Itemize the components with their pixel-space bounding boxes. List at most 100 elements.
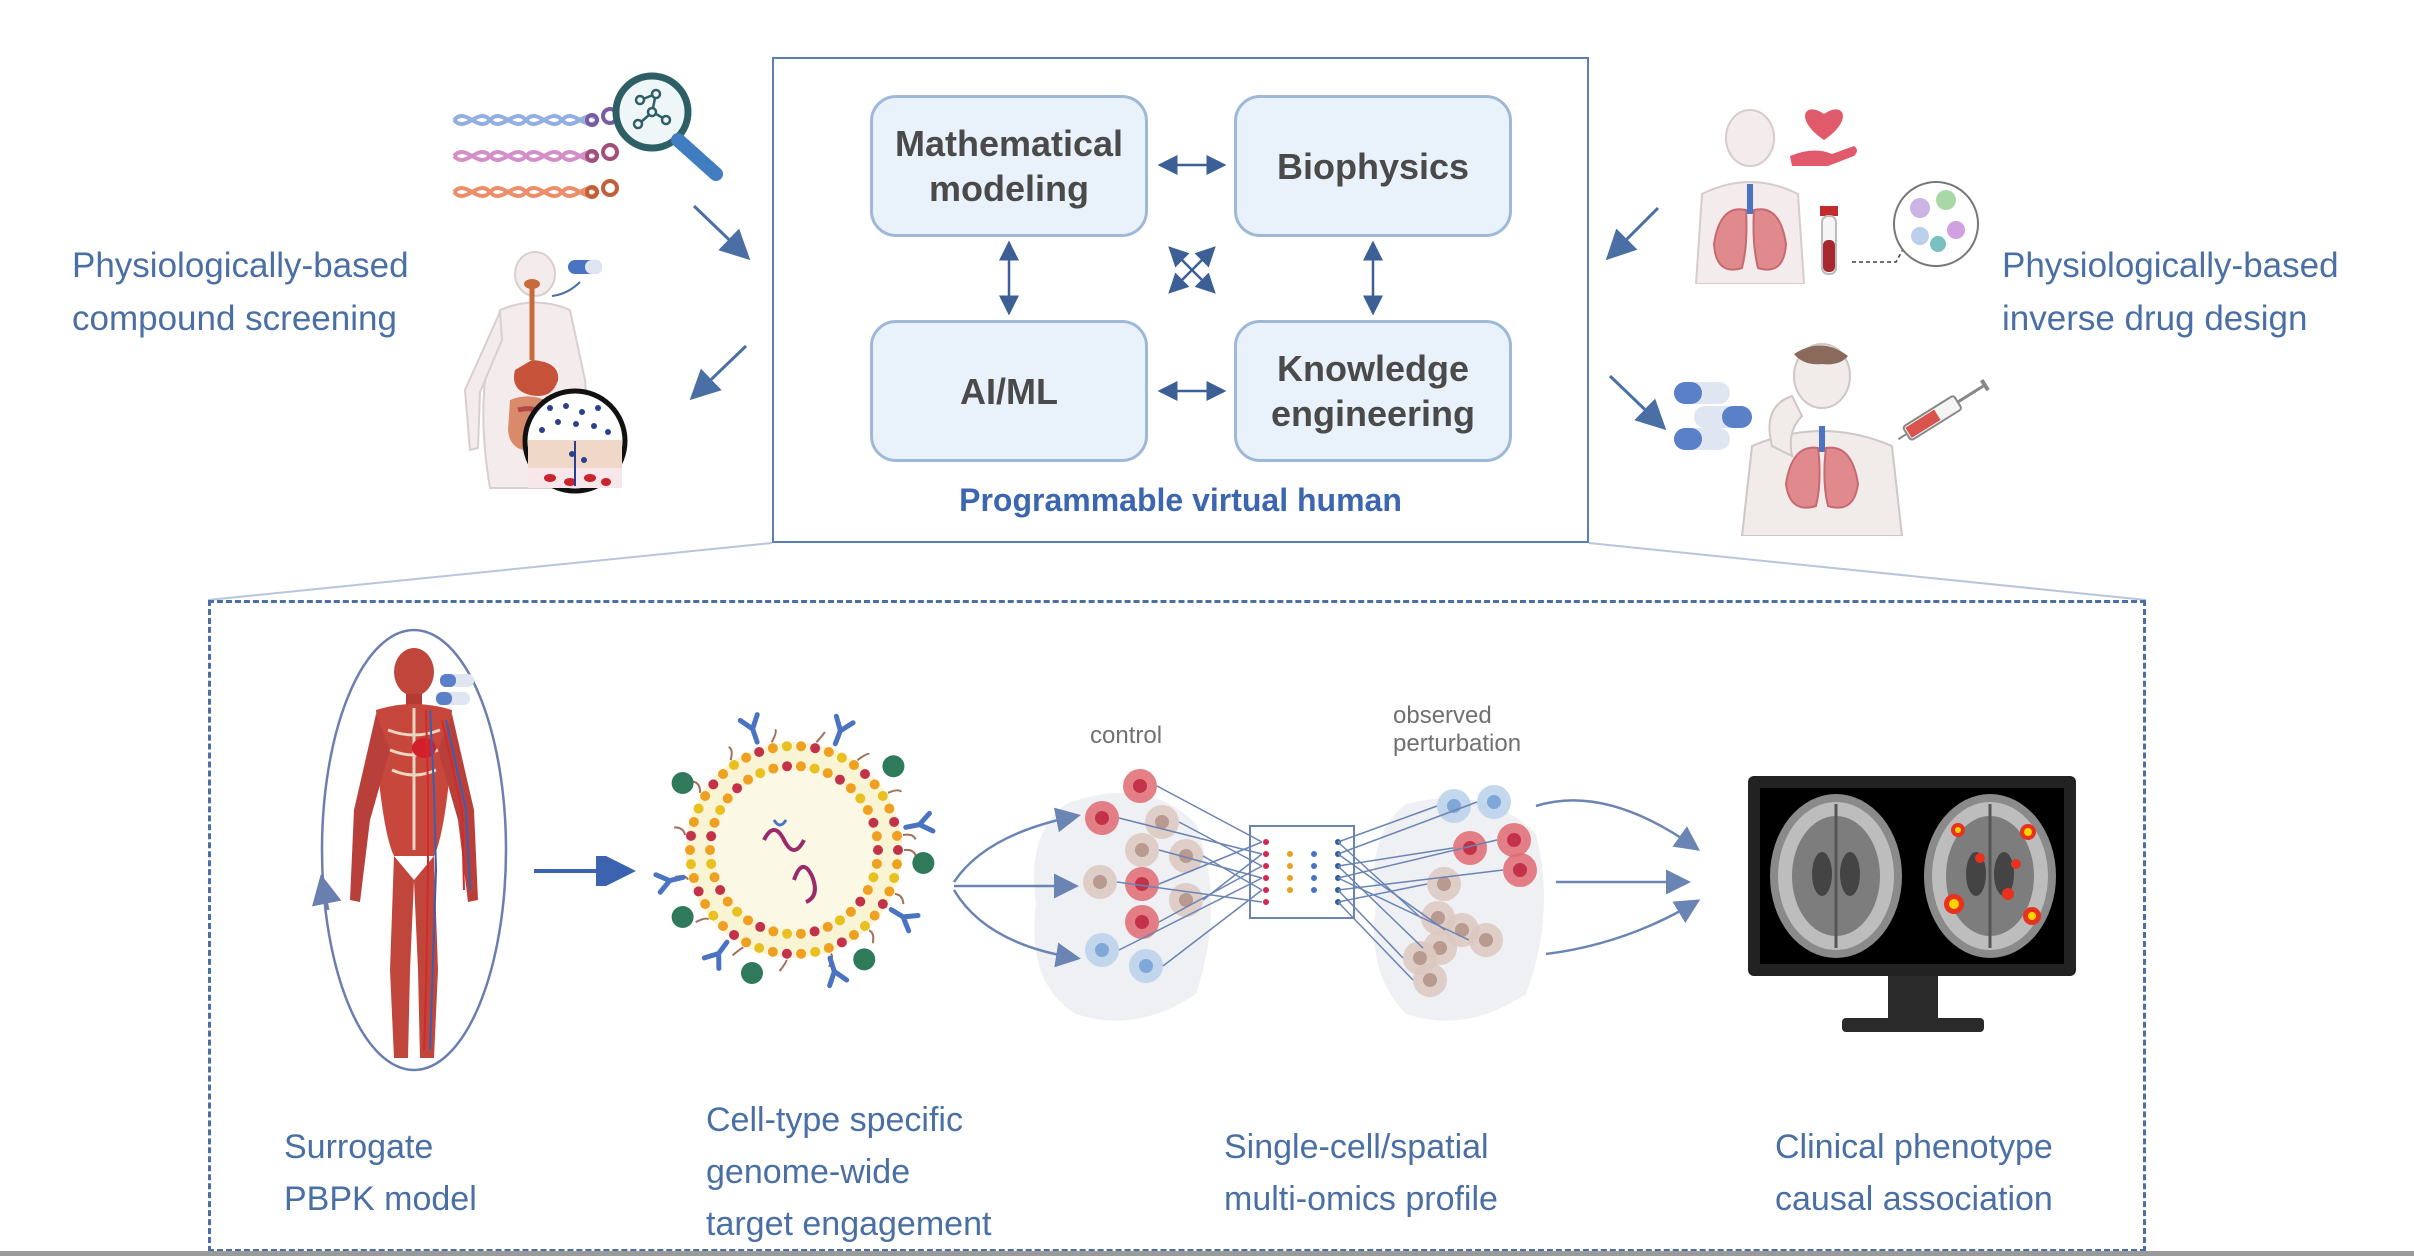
control-cell	[1145, 805, 1179, 839]
lipid-bead	[743, 915, 754, 926]
lipid-bead	[755, 921, 766, 932]
lipid-bead	[810, 946, 821, 957]
lipid-bead	[845, 906, 856, 917]
control-cell	[1085, 933, 1119, 967]
lipid-bead	[688, 816, 699, 827]
lipid-bead	[743, 774, 754, 785]
control-cell	[1169, 839, 1203, 873]
zoom-guide-lines	[207, 542, 2147, 601]
lipid-bead	[862, 805, 873, 816]
lipid-bead	[722, 793, 733, 804]
lipid-bead	[809, 926, 820, 937]
lungs-body-icon	[1694, 109, 1806, 284]
spike-protein	[853, 948, 876, 971]
blood-tube-icon	[1820, 206, 1838, 275]
lipid-bead	[685, 859, 696, 870]
peg-chain	[731, 946, 744, 957]
right-from-frame-arrows	[1605, 206, 1667, 430]
feature-dot	[1287, 851, 1293, 857]
nanoparticle-icon	[653, 712, 936, 989]
lipid-bead	[868, 817, 879, 828]
lipid-bead	[884, 803, 895, 814]
lipid-bead	[732, 906, 743, 917]
lipid-bead	[892, 830, 903, 841]
peg-chain	[778, 959, 788, 972]
lipid-bead	[708, 910, 719, 921]
box-ai-ml: AI/ML	[870, 320, 1148, 462]
control-label: control	[1090, 722, 1163, 749]
lipid-bead	[708, 779, 719, 790]
antibody-icon	[653, 872, 686, 895]
peg-chain	[894, 892, 905, 905]
peg-chain	[815, 731, 826, 743]
perturbed-cell	[1477, 785, 1511, 819]
peg-chain	[887, 789, 903, 794]
lipid-bead	[732, 783, 743, 794]
lipid-bead	[871, 831, 882, 842]
lipid-bead	[873, 845, 883, 855]
lipid-bead	[869, 779, 880, 790]
lipid-bead	[715, 805, 726, 816]
feature-dot	[1263, 863, 1269, 869]
right-side-label: Physiologically-based inverse drug desig…	[2002, 246, 2339, 338]
control-cell	[1125, 905, 1159, 939]
lipid-bead	[884, 886, 895, 897]
box-mathematical-modeling: Mathematical modeling	[870, 95, 1148, 237]
feature-dot	[1311, 851, 1317, 857]
control-cell	[1123, 769, 1157, 803]
lipid-bead	[755, 768, 766, 779]
lipid-bead	[781, 741, 792, 752]
lipid-bead	[809, 763, 820, 774]
left-to-frame-arrows	[689, 204, 751, 401]
stage-label-clinical-phenotype: Clinical phenotype causal association	[1775, 1128, 2053, 1218]
lipid-bead	[741, 752, 752, 763]
lipid-bead	[823, 942, 834, 953]
monitor-brain-icon	[1748, 776, 2076, 1032]
perturbed-cell	[1453, 831, 1487, 865]
lipid-bead	[706, 858, 717, 869]
antibody-icon	[832, 713, 856, 747]
lipid-bead	[810, 743, 821, 754]
box-biophysics: Biophysics	[1234, 95, 1512, 237]
lipid-bead	[869, 910, 880, 921]
feature-dot	[1263, 899, 1269, 905]
lipid-bead	[822, 768, 833, 779]
feature-dot	[1263, 875, 1269, 881]
peg-chain	[856, 752, 870, 761]
zoom-villi-icon	[522, 388, 628, 494]
lipid-bead	[782, 928, 793, 939]
frame-title: Programmable virtual human	[959, 482, 1402, 518]
lipid-bead	[893, 845, 903, 855]
lipid-bead	[889, 816, 900, 827]
lipid-bead	[768, 926, 779, 937]
lipid-bead	[859, 768, 870, 779]
lipid-bead	[795, 761, 806, 772]
peg-chain	[903, 848, 917, 857]
peg-chain	[728, 746, 733, 761]
lipid-bead	[848, 929, 859, 940]
box-knowledge-engineering: Knowledge engineering	[1234, 320, 1512, 462]
heart-in-hand-icon	[1790, 109, 1857, 166]
lipid-bead	[855, 896, 866, 907]
lipid-bead	[741, 937, 752, 948]
peg-chain	[674, 826, 687, 836]
lipid-bead	[848, 760, 859, 771]
antibody-icon	[903, 810, 936, 834]
antibody-icon	[701, 939, 730, 971]
lipid-bead	[709, 872, 720, 883]
lipid-bead	[729, 929, 740, 940]
syringe-icon	[1897, 378, 1990, 441]
observed-perturbation-label: observed perturbation	[1393, 702, 1522, 757]
lipid-bead	[822, 921, 833, 932]
peg-chain	[902, 833, 917, 840]
magnifier-molecule-icon	[612, 72, 723, 181]
lipid-bead	[877, 899, 888, 910]
perturbed-cell	[1427, 867, 1461, 901]
lipid-bead	[693, 886, 704, 897]
stage-label-multi-omics: Single-cell/spatial multi-omics profile	[1224, 1128, 1498, 1218]
peg-chain	[868, 929, 875, 944]
spike-protein	[671, 906, 694, 929]
human-anatomy-icon	[311, 628, 508, 1072]
lipid-bead	[796, 741, 807, 752]
